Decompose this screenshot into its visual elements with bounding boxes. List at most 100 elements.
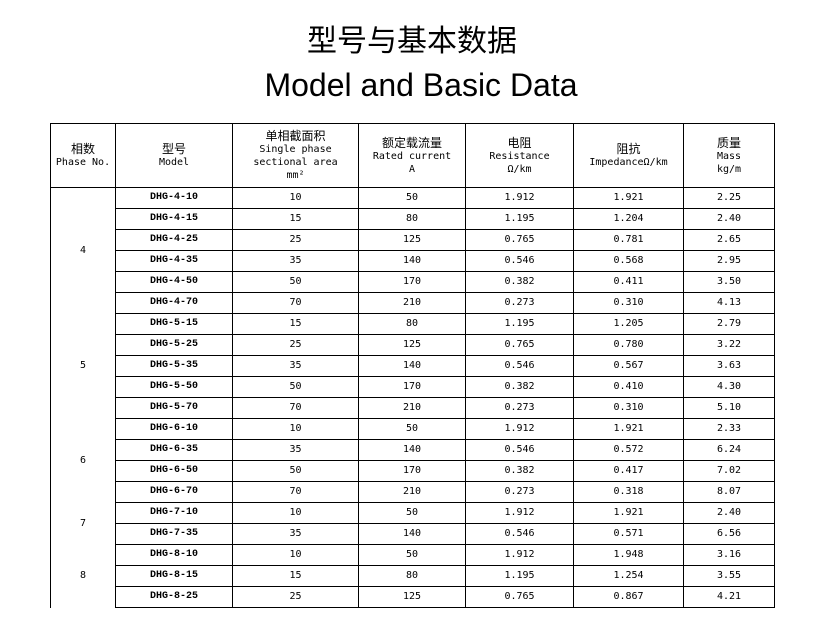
resistance-cell: 1.195 bbox=[465, 208, 574, 230]
header-current-en: A bbox=[408, 163, 416, 175]
table-row: DHG-6-50 50 170 0.382 0.417 7.02 bbox=[51, 460, 775, 482]
resistance-cell: 0.765 bbox=[465, 229, 574, 251]
current-cell: 80 bbox=[358, 208, 466, 230]
mass-cell: 3.22 bbox=[683, 334, 775, 356]
header-impedance: 阻抗 ImpedanceΩ/km bbox=[573, 123, 684, 188]
mass-cell: 2.65 bbox=[683, 229, 775, 251]
current-cell: 50 bbox=[358, 418, 466, 440]
mass-cell: 2.40 bbox=[683, 208, 775, 230]
area-cell: 50 bbox=[232, 376, 359, 398]
area-cell: 35 bbox=[232, 523, 359, 545]
header-mass: 质量 Mass kg/m bbox=[683, 123, 775, 188]
impedance-cell: 0.310 bbox=[573, 397, 684, 419]
table-row: 8 DHG-8-10 10 50 1.912 1.948 3.16 bbox=[50, 544, 775, 608]
header-area: 单相截面积 Single phase sectional area mm² bbox=[232, 123, 359, 188]
phase-cell: 4 bbox=[50, 187, 116, 314]
current-cell: 210 bbox=[358, 397, 466, 419]
header-row: 相数 Phase No. 型号 Model 单相截面积 Single phase secti… bbox=[50, 123, 775, 188]
header-resistance-en: Resistance bbox=[489, 150, 550, 162]
area-cell: 10 bbox=[232, 544, 359, 566]
impedance-cell: 0.417 bbox=[573, 460, 684, 482]
table-row: DHG-5-25 25 125 0.765 0.780 3.22 bbox=[51, 334, 775, 356]
impedance-cell: 1.921 bbox=[573, 502, 684, 524]
model-cell: DHG-5-70 bbox=[115, 397, 233, 419]
model-cell: DHG-4-50 bbox=[115, 271, 233, 293]
current-cell: 50 bbox=[358, 502, 466, 524]
phase-cell: 6 bbox=[50, 418, 116, 503]
model-cell: DHG-8-15 bbox=[115, 565, 233, 587]
current-cell: 125 bbox=[358, 229, 466, 251]
impedance-cell: 0.410 bbox=[573, 376, 684, 398]
table-row: DHG-5-50 50 170 0.382 0.410 4.30 bbox=[51, 376, 775, 398]
resistance-cell: 1.912 bbox=[465, 502, 574, 524]
current-cell: 140 bbox=[358, 439, 466, 461]
phase-cell: 5 bbox=[50, 313, 116, 419]
resistance-cell: 0.546 bbox=[465, 250, 574, 272]
resistance-cell: 1.912 bbox=[465, 187, 574, 209]
model-cell: DHG-6-10 bbox=[115, 418, 233, 440]
impedance-cell: 0.867 bbox=[573, 586, 684, 608]
header-model: 型号 Model bbox=[115, 123, 233, 188]
header-area-en: Single phase bbox=[259, 144, 332, 155]
model-cell: DHG-8-10 bbox=[115, 544, 233, 566]
current-cell: 125 bbox=[358, 586, 466, 608]
impedance-cell: 1.254 bbox=[573, 565, 684, 587]
mass-cell: 8.07 bbox=[683, 481, 775, 503]
current-cell: 210 bbox=[358, 481, 466, 503]
area-cell: 10 bbox=[232, 187, 359, 209]
table-row: DHG-6-70 70 210 0.273 0.318 8.07 bbox=[51, 481, 775, 503]
current-cell: 50 bbox=[358, 544, 466, 566]
area-cell: 70 bbox=[232, 481, 359, 503]
model-cell: DHG-5-35 bbox=[115, 355, 233, 377]
table-row: 5 DHG-5-15 15 80 1.195 1.205 2.79 bbox=[50, 313, 775, 419]
header-resistance-cn: 电阻 bbox=[507, 135, 532, 150]
impedance-cell: 0.780 bbox=[573, 334, 684, 356]
resistance-cell: 1.912 bbox=[465, 544, 574, 566]
header-model-cn: 型号 bbox=[161, 142, 186, 156]
area-cell: 25 bbox=[232, 334, 359, 356]
area-cell: 50 bbox=[232, 271, 359, 293]
header-mass-en: Mass bbox=[716, 150, 742, 162]
header-impedance-en: ImpedanceΩ/km bbox=[589, 157, 668, 168]
model-cell: DHG-5-25 bbox=[115, 334, 233, 356]
resistance-cell: 0.382 bbox=[465, 460, 574, 482]
table-row: DHG-7-35 35 140 0.546 0.571 6.56 bbox=[51, 523, 775, 545]
title-chinese: 型号与基本数据 bbox=[307, 24, 517, 59]
model-cell: DHG-6-50 bbox=[115, 460, 233, 482]
current-cell: 140 bbox=[358, 355, 466, 377]
impedance-cell: 0.318 bbox=[573, 481, 684, 503]
model-cell: DHG-4-25 bbox=[115, 229, 233, 251]
header-phase: 相数 Phase No. bbox=[50, 123, 116, 188]
area-cell: 15 bbox=[232, 313, 359, 335]
area-cell: 70 bbox=[232, 397, 359, 419]
impedance-cell: 0.571 bbox=[573, 523, 684, 545]
area-cell: 15 bbox=[232, 565, 359, 587]
basic-data-table: 相数 Phase No. 型号 Model 单相截面积 Single phase secti… bbox=[50, 123, 775, 608]
table-row: DHG-5-35 35 140 0.546 0.567 3.63 bbox=[51, 355, 775, 377]
header-phase-cn: 相数 bbox=[70, 142, 95, 156]
impedance-cell: 0.572 bbox=[573, 439, 684, 461]
header-area-cn: 单相截面积 bbox=[265, 129, 326, 143]
model-cell: DHG-5-15 bbox=[115, 313, 233, 335]
mass-cell: 2.25 bbox=[683, 187, 775, 209]
mass-cell: 3.55 bbox=[683, 565, 775, 587]
mass-cell: 2.33 bbox=[683, 418, 775, 440]
area-cell: 25 bbox=[232, 229, 359, 251]
resistance-cell: 1.912 bbox=[465, 418, 574, 440]
header-mass-en: kg/m bbox=[716, 163, 742, 175]
current-cell: 170 bbox=[358, 376, 466, 398]
area-cell: 35 bbox=[232, 355, 359, 377]
resistance-cell: 1.195 bbox=[465, 313, 574, 335]
impedance-cell: 0.411 bbox=[573, 271, 684, 293]
resistance-cell: 0.273 bbox=[465, 481, 574, 503]
resistance-cell: 0.273 bbox=[465, 397, 574, 419]
area-cell: 25 bbox=[232, 586, 359, 608]
current-cell: 80 bbox=[358, 313, 466, 335]
model-cell: DHG-7-35 bbox=[115, 523, 233, 545]
mass-cell: 2.40 bbox=[683, 502, 775, 524]
model-cell: DHG-8-25 bbox=[115, 586, 233, 608]
mass-cell: 4.13 bbox=[683, 292, 775, 314]
impedance-cell: 0.781 bbox=[573, 229, 684, 251]
header-current-cn: 额定载流量 bbox=[381, 135, 442, 150]
table-row: 4 DHG-4-10 10 50 1.912 1.921 2.25 bbox=[50, 187, 775, 314]
